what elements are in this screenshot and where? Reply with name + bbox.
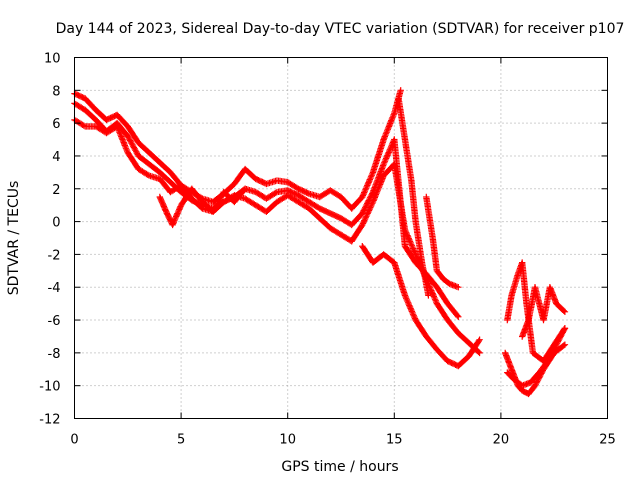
y-tick-label: 0 xyxy=(52,216,60,231)
chart-title: Day 144 of 2023, Sidereal Day-to-day VTE… xyxy=(56,21,625,37)
y-tick-label: -6 xyxy=(48,314,61,329)
x-tick-label: 20 xyxy=(493,433,510,448)
y-tick-label: 8 xyxy=(52,84,60,99)
y-tick-label: -2 xyxy=(48,248,61,263)
plus-marks xyxy=(504,325,569,389)
y-axis-label: SDTVAR / TECUs xyxy=(6,181,22,296)
y-tick-label: 6 xyxy=(52,117,60,132)
y-tick-label: 2 xyxy=(52,183,60,198)
series-track-7 xyxy=(423,193,462,291)
plus-marks xyxy=(395,95,432,299)
y-tick-label: 4 xyxy=(52,150,60,165)
series-track-4 xyxy=(156,185,249,229)
plus-marks xyxy=(359,243,483,370)
plus-marks xyxy=(519,284,569,340)
series-track-5 xyxy=(359,243,483,370)
y-tick-label: -4 xyxy=(48,281,61,296)
plus-marks xyxy=(423,193,462,291)
y-tick-label: -12 xyxy=(39,413,60,428)
y-tick-label: 10 xyxy=(44,52,61,67)
x-axis-label: GPS time / hours xyxy=(281,459,398,475)
series-track-6 xyxy=(395,95,432,299)
x-tick-label: 25 xyxy=(599,433,616,448)
series-track-11 xyxy=(504,325,569,389)
x-tick-label: 10 xyxy=(279,433,296,448)
x-tick-label: 15 xyxy=(386,433,403,448)
x-tick-label: 5 xyxy=(177,433,185,448)
plot-frame xyxy=(74,57,608,419)
y-tick-label: -10 xyxy=(39,380,60,395)
series-track-10 xyxy=(519,284,569,340)
y-tick-label: -8 xyxy=(48,347,61,362)
x-tick-label: 0 xyxy=(70,433,78,448)
grid xyxy=(74,57,608,419)
plus-marks xyxy=(156,185,249,229)
